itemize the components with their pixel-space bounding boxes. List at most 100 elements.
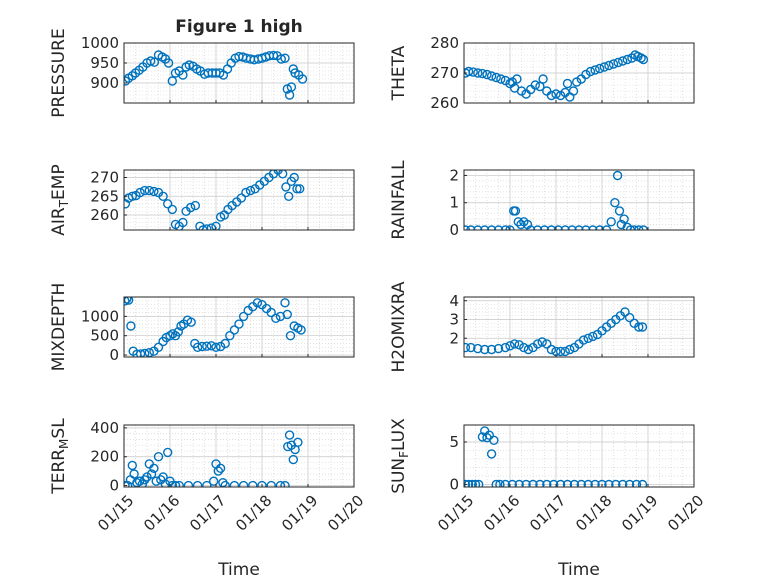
mixdepth-minor-grid bbox=[123, 296, 355, 357]
sun-flux-point bbox=[624, 479, 635, 487]
terr-msl-point bbox=[153, 452, 164, 462]
rainfall-point bbox=[473, 225, 483, 230]
mixdepth-point bbox=[206, 341, 217, 351]
h2omixra-ytick-label: 3 bbox=[449, 311, 459, 329]
h2omixra-axes-box bbox=[463, 296, 695, 358]
mixdepth-point bbox=[229, 325, 240, 335]
air-temp-point bbox=[190, 200, 201, 211]
theta-point bbox=[473, 68, 483, 78]
sun-flux-point bbox=[507, 479, 517, 487]
air-temp-axes-box bbox=[123, 169, 355, 231]
h2omixra-point bbox=[493, 343, 504, 354]
theta-point bbox=[585, 66, 596, 77]
air-temp-point bbox=[162, 199, 173, 209]
pressure-ylabel: PRESSURE bbox=[49, 28, 69, 117]
terr-msl-point bbox=[248, 480, 258, 487]
mixdepth-point bbox=[211, 342, 221, 352]
air-temp-ytick-label: 260 bbox=[90, 206, 119, 224]
air-temp-point bbox=[178, 217, 188, 228]
h2omixra-minor-grid bbox=[463, 296, 695, 358]
pressure-axes-box bbox=[123, 42, 355, 104]
sun-flux-point bbox=[597, 479, 607, 487]
pressure-point bbox=[268, 50, 279, 61]
sun-flux-point bbox=[604, 479, 614, 487]
sun-flux-ylabel: SUNFLUX bbox=[389, 418, 411, 494]
sun-flux-point bbox=[486, 449, 497, 459]
terr-msl-point bbox=[220, 480, 230, 487]
rainfall-point bbox=[539, 225, 550, 230]
theta-point bbox=[608, 59, 619, 69]
theta-ylabel: THETA bbox=[389, 45, 409, 101]
mixdepth-point bbox=[215, 341, 226, 352]
h2omixra-point bbox=[500, 342, 511, 353]
air-temp-point bbox=[202, 224, 212, 230]
theta-axes: 260 270 280 THETA bbox=[389, 34, 695, 112]
air-temp-point bbox=[278, 170, 288, 179]
theta-point bbox=[512, 74, 522, 84]
theta-ytick-label: 270 bbox=[430, 64, 459, 82]
mixdepth-point bbox=[140, 348, 150, 357]
theta-point bbox=[638, 54, 649, 65]
sun-flux-ytick-label: 5 bbox=[449, 433, 459, 451]
theta-series bbox=[464, 50, 649, 102]
pressure-ytick-label: 900 bbox=[90, 74, 119, 92]
sun-flux-point bbox=[484, 430, 494, 440]
terr-msl-point bbox=[124, 480, 133, 487]
rainfall-point bbox=[634, 225, 644, 230]
air-temp-point bbox=[149, 186, 159, 197]
theta-point bbox=[599, 62, 609, 72]
terr-msl-point bbox=[266, 480, 276, 487]
sun-flux-point bbox=[528, 479, 538, 487]
h2omixra-point bbox=[560, 346, 570, 357]
mixdepth-point bbox=[266, 307, 276, 318]
theta-point bbox=[613, 57, 623, 68]
terr-msl-point bbox=[192, 480, 203, 487]
terr-msl-point bbox=[202, 480, 212, 487]
h2omixra-point bbox=[466, 342, 476, 353]
sun-flux-point bbox=[477, 432, 488, 442]
theta-point bbox=[627, 53, 637, 63]
terr-msl-point bbox=[213, 466, 224, 476]
h2omixra-point bbox=[519, 342, 529, 353]
mixdepth-point bbox=[126, 321, 136, 331]
pressure-point bbox=[276, 54, 286, 64]
rainfall-point bbox=[606, 217, 616, 227]
mixdepth-point bbox=[202, 341, 212, 351]
mixdepth-point bbox=[238, 311, 249, 322]
terr-msl-point bbox=[288, 454, 298, 465]
mixdepth-point bbox=[124, 297, 134, 305]
mixdepth-series bbox=[124, 297, 306, 357]
rainfall-point bbox=[546, 225, 557, 230]
air-temp-point bbox=[295, 184, 305, 194]
theta-point bbox=[581, 69, 591, 80]
rainfall-point bbox=[464, 225, 471, 230]
rainfall-point bbox=[595, 225, 605, 230]
air-temp-point bbox=[158, 191, 168, 202]
rainfall-point bbox=[500, 225, 511, 230]
theta-point bbox=[468, 67, 478, 77]
sun-flux-point bbox=[555, 479, 566, 487]
h2omixra-point bbox=[578, 335, 589, 345]
air-temp-point bbox=[284, 191, 294, 202]
h2omixra-point bbox=[523, 344, 534, 355]
rainfall-point bbox=[612, 170, 623, 181]
sun-flux-point bbox=[491, 479, 501, 487]
mixdepth-point bbox=[173, 327, 184, 337]
air-temp-point bbox=[211, 221, 221, 230]
terr-msl-point bbox=[183, 480, 194, 487]
theta-point bbox=[516, 86, 527, 96]
air-temp-point bbox=[139, 185, 150, 196]
pressure-ytick-label: 950 bbox=[90, 54, 119, 72]
terr-msl-point bbox=[238, 480, 249, 487]
mixdepth-point bbox=[153, 342, 164, 352]
terr-msl-point bbox=[134, 476, 145, 486]
h2omixra-ylabel: H2OMIXRA bbox=[389, 281, 409, 372]
terr-msl-point bbox=[127, 460, 138, 471]
theta-point bbox=[546, 90, 557, 101]
sun-flux-xtick-label: 01/18 bbox=[572, 491, 615, 534]
h2omixra-ytick-label: 2 bbox=[449, 329, 459, 347]
rainfall-point bbox=[493, 225, 504, 230]
pressure-point bbox=[167, 76, 178, 86]
sun-flux-axes-box bbox=[463, 424, 695, 488]
